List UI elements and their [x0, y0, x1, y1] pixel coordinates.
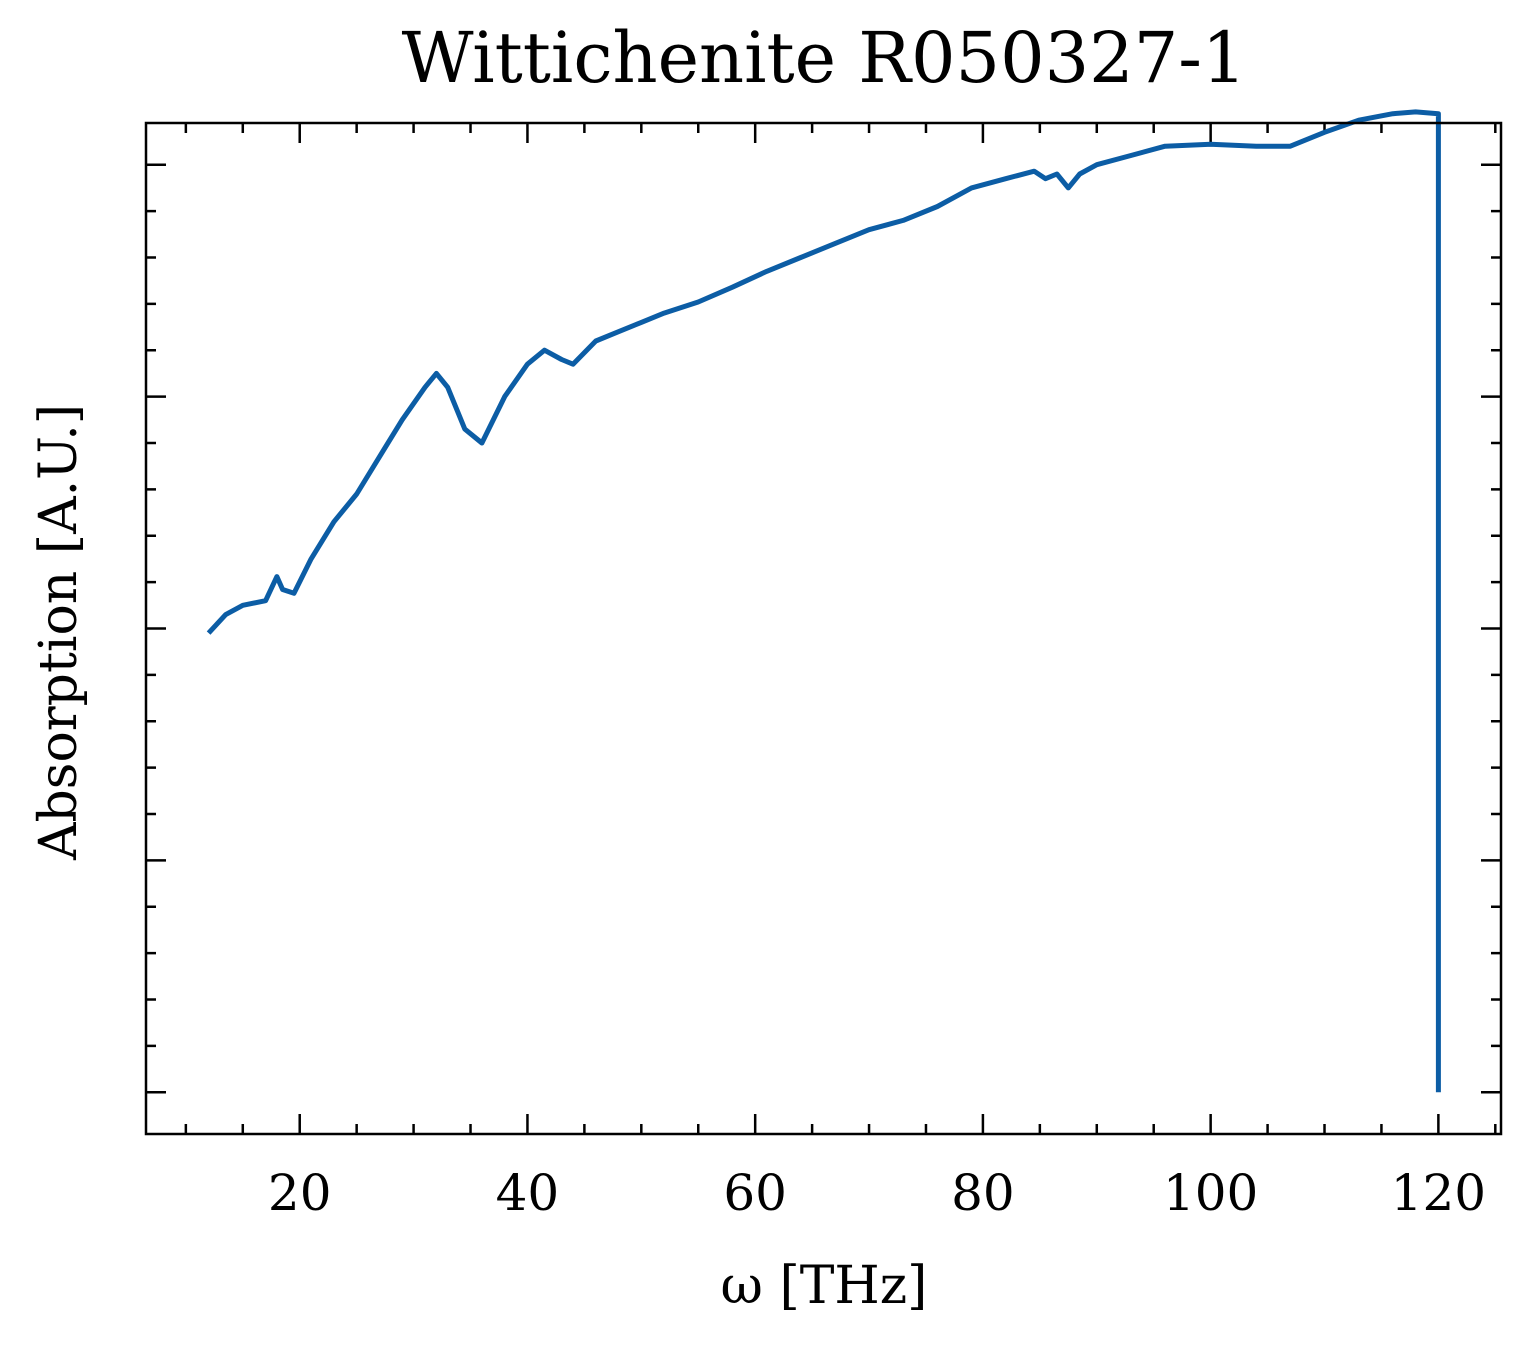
x-tick-label: 40 [496, 1164, 560, 1222]
tick-labels: 20 40 60 80 100 120 [268, 1164, 1486, 1222]
x-tick-label: 80 [951, 1164, 1015, 1222]
chart-title: Wittichenite R050327-1 [402, 17, 1247, 99]
ticks [146, 123, 1501, 1134]
x-tick-label: 20 [268, 1164, 332, 1222]
plot-series [206, 109, 1441, 1093]
series-line [206, 109, 1441, 1093]
x-axis-label: ω [THz] [721, 1256, 928, 1316]
plot-frame [144, 121, 1503, 1136]
x-tick-label: 100 [1163, 1164, 1258, 1222]
x-tick-label: 120 [1391, 1164, 1486, 1222]
x-tick-label: 60 [723, 1164, 787, 1222]
y-axis-label: Absorption [A.U.] [29, 404, 89, 861]
